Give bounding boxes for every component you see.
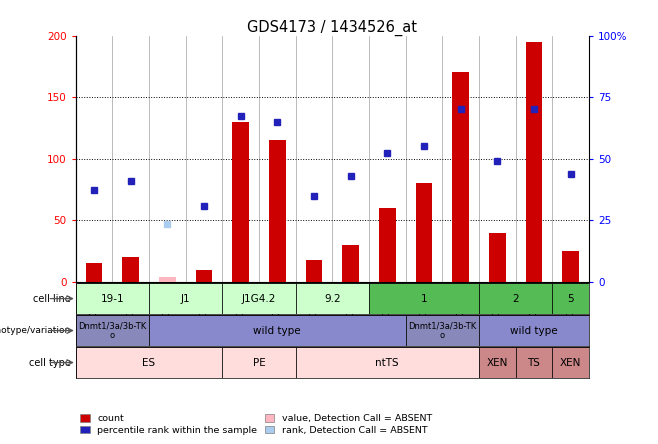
Text: wild type: wild type xyxy=(253,325,301,336)
Text: Dnmt1/3a/3b-TK
o: Dnmt1/3a/3b-TK o xyxy=(78,321,147,340)
Bar xyxy=(369,283,479,314)
Bar xyxy=(489,233,505,282)
Bar xyxy=(526,42,542,282)
Bar xyxy=(479,315,589,346)
Bar xyxy=(222,283,295,314)
Text: cell type: cell type xyxy=(29,357,70,368)
Text: TS: TS xyxy=(528,357,540,368)
Bar xyxy=(479,347,516,378)
Text: J1: J1 xyxy=(181,293,190,304)
Bar xyxy=(269,140,286,282)
Bar xyxy=(232,122,249,282)
Bar xyxy=(563,251,579,282)
Bar xyxy=(552,283,589,314)
Text: 1: 1 xyxy=(420,293,427,304)
Text: 19-1: 19-1 xyxy=(101,293,124,304)
Bar xyxy=(516,347,552,378)
Bar xyxy=(122,258,139,282)
Bar xyxy=(149,315,405,346)
Title: GDS4173 / 1434526_at: GDS4173 / 1434526_at xyxy=(247,20,417,36)
Bar xyxy=(479,283,552,314)
Text: XEN: XEN xyxy=(486,357,508,368)
Text: J1G4.2: J1G4.2 xyxy=(241,293,276,304)
Text: cell line: cell line xyxy=(33,293,70,304)
Text: ES: ES xyxy=(142,357,155,368)
Bar xyxy=(76,315,149,346)
Bar xyxy=(149,283,222,314)
Bar xyxy=(222,347,295,378)
Text: XEN: XEN xyxy=(560,357,581,368)
Bar xyxy=(452,72,469,282)
Bar xyxy=(416,183,432,282)
Text: genotype/variation: genotype/variation xyxy=(0,326,70,335)
Text: ntTS: ntTS xyxy=(376,357,399,368)
Text: PE: PE xyxy=(253,357,265,368)
Text: 2: 2 xyxy=(513,293,519,304)
Text: wild type: wild type xyxy=(510,325,558,336)
Text: 5: 5 xyxy=(567,293,574,304)
Bar xyxy=(159,277,176,282)
Bar xyxy=(295,283,369,314)
Bar xyxy=(552,347,589,378)
Bar xyxy=(86,263,102,282)
Bar xyxy=(76,347,222,378)
Text: 9.2: 9.2 xyxy=(324,293,341,304)
Bar xyxy=(295,347,479,378)
Legend: count, percentile rank within the sample, value, Detection Call = ABSENT, rank, : count, percentile rank within the sample… xyxy=(80,414,432,435)
Bar xyxy=(195,270,213,282)
Bar xyxy=(306,260,322,282)
Text: Dnmt1/3a/3b-TK
o: Dnmt1/3a/3b-TK o xyxy=(408,321,476,340)
Bar xyxy=(342,245,359,282)
Bar xyxy=(379,208,395,282)
Bar xyxy=(405,315,479,346)
Bar xyxy=(76,283,149,314)
